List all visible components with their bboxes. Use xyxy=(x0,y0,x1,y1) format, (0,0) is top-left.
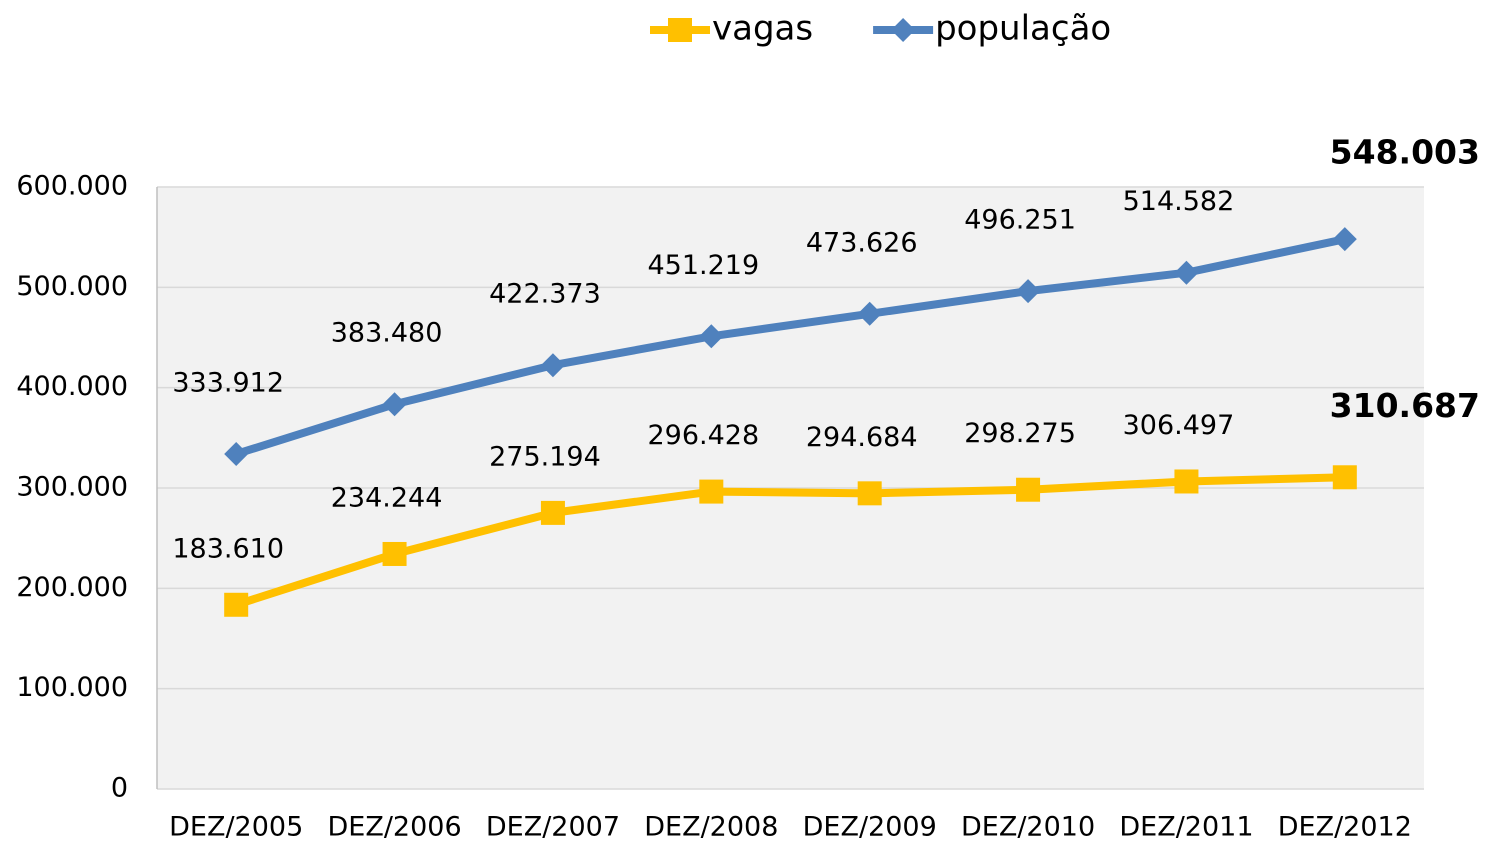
data-label: 473.626 xyxy=(806,227,918,258)
data-label: 548.003 xyxy=(1330,133,1480,172)
data-label: 383.480 xyxy=(331,318,443,349)
x-tick-label: DEZ/2009 xyxy=(803,812,937,842)
data-label: 234.244 xyxy=(331,482,443,513)
data-label: 514.582 xyxy=(1123,186,1235,217)
marker xyxy=(382,541,407,566)
data-label: 451.219 xyxy=(647,250,759,281)
data-label: 294.684 xyxy=(806,422,918,453)
y-tick-label: 600.000 xyxy=(16,171,128,202)
legend-marker xyxy=(668,18,692,42)
y-tick-label: 200.000 xyxy=(16,572,128,603)
x-tick-label: DEZ/2005 xyxy=(169,812,303,842)
x-tick-label: DEZ/2011 xyxy=(1119,812,1253,842)
legend-marker xyxy=(891,18,916,42)
marker xyxy=(699,479,724,504)
line xyxy=(234,235,1346,458)
marker xyxy=(224,441,249,466)
marker xyxy=(1016,279,1041,304)
legend-label: população xyxy=(935,9,1111,49)
y-tick-label: 500.000 xyxy=(16,271,128,302)
data-label: 306.497 xyxy=(1123,410,1235,441)
marker xyxy=(1174,469,1199,494)
marker xyxy=(1332,465,1357,490)
data-label: 310.687 xyxy=(1330,386,1480,425)
marker xyxy=(1016,477,1041,502)
y-tick-label: 0 xyxy=(111,773,128,804)
data-label: 496.251 xyxy=(964,205,1076,236)
marker xyxy=(224,592,249,617)
y-tick-label: 400.000 xyxy=(16,371,128,402)
x-tick-label: DEZ/2006 xyxy=(327,812,461,842)
x-tick-label: DEZ/2007 xyxy=(486,812,620,842)
marker xyxy=(857,481,882,506)
data-label: 422.373 xyxy=(489,279,601,310)
marker xyxy=(699,324,724,349)
legend-label: vagas xyxy=(712,9,813,49)
x-tick-label: DEZ/2010 xyxy=(961,812,1095,842)
marker xyxy=(857,301,882,326)
data-label: 298.275 xyxy=(964,418,1076,449)
marker xyxy=(540,500,565,525)
marker xyxy=(540,353,565,378)
data-label: 333.912 xyxy=(172,367,284,398)
data-label: 275.194 xyxy=(489,441,601,472)
x-tick-label: DEZ/2008 xyxy=(644,812,778,842)
marker xyxy=(1332,227,1357,252)
marker xyxy=(1174,260,1199,285)
x-tick-label: DEZ/2012 xyxy=(1278,812,1412,842)
data-label: 183.610 xyxy=(172,533,284,564)
data-label: 296.428 xyxy=(647,420,759,451)
line xyxy=(234,473,1345,609)
marker xyxy=(382,392,407,417)
y-tick-label: 300.000 xyxy=(16,472,128,503)
y-tick-label: 100.000 xyxy=(16,672,128,703)
